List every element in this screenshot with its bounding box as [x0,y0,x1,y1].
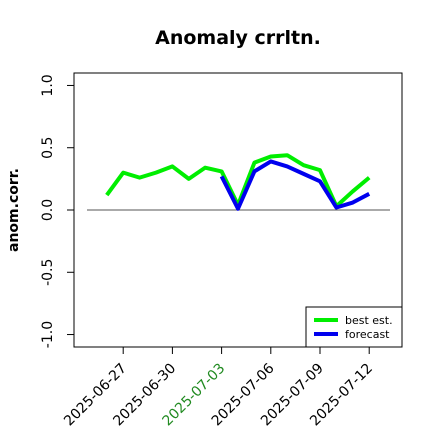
chart-title: Anomaly crrltn. [155,27,321,49]
y-tick-label: 0.0 [40,199,56,221]
y-tick-label: -0.5 [40,259,56,286]
legend-label: forecast [345,328,390,341]
y-tick-label: 1.0 [40,74,56,96]
y-tick-label: 0.5 [40,137,56,159]
y-tick-label: -1.0 [40,321,56,348]
y-axis-label: anom.corr. [6,168,22,252]
series-line [219,159,371,211]
legend-box [305,306,403,348]
legend-label: best est. [345,314,393,327]
